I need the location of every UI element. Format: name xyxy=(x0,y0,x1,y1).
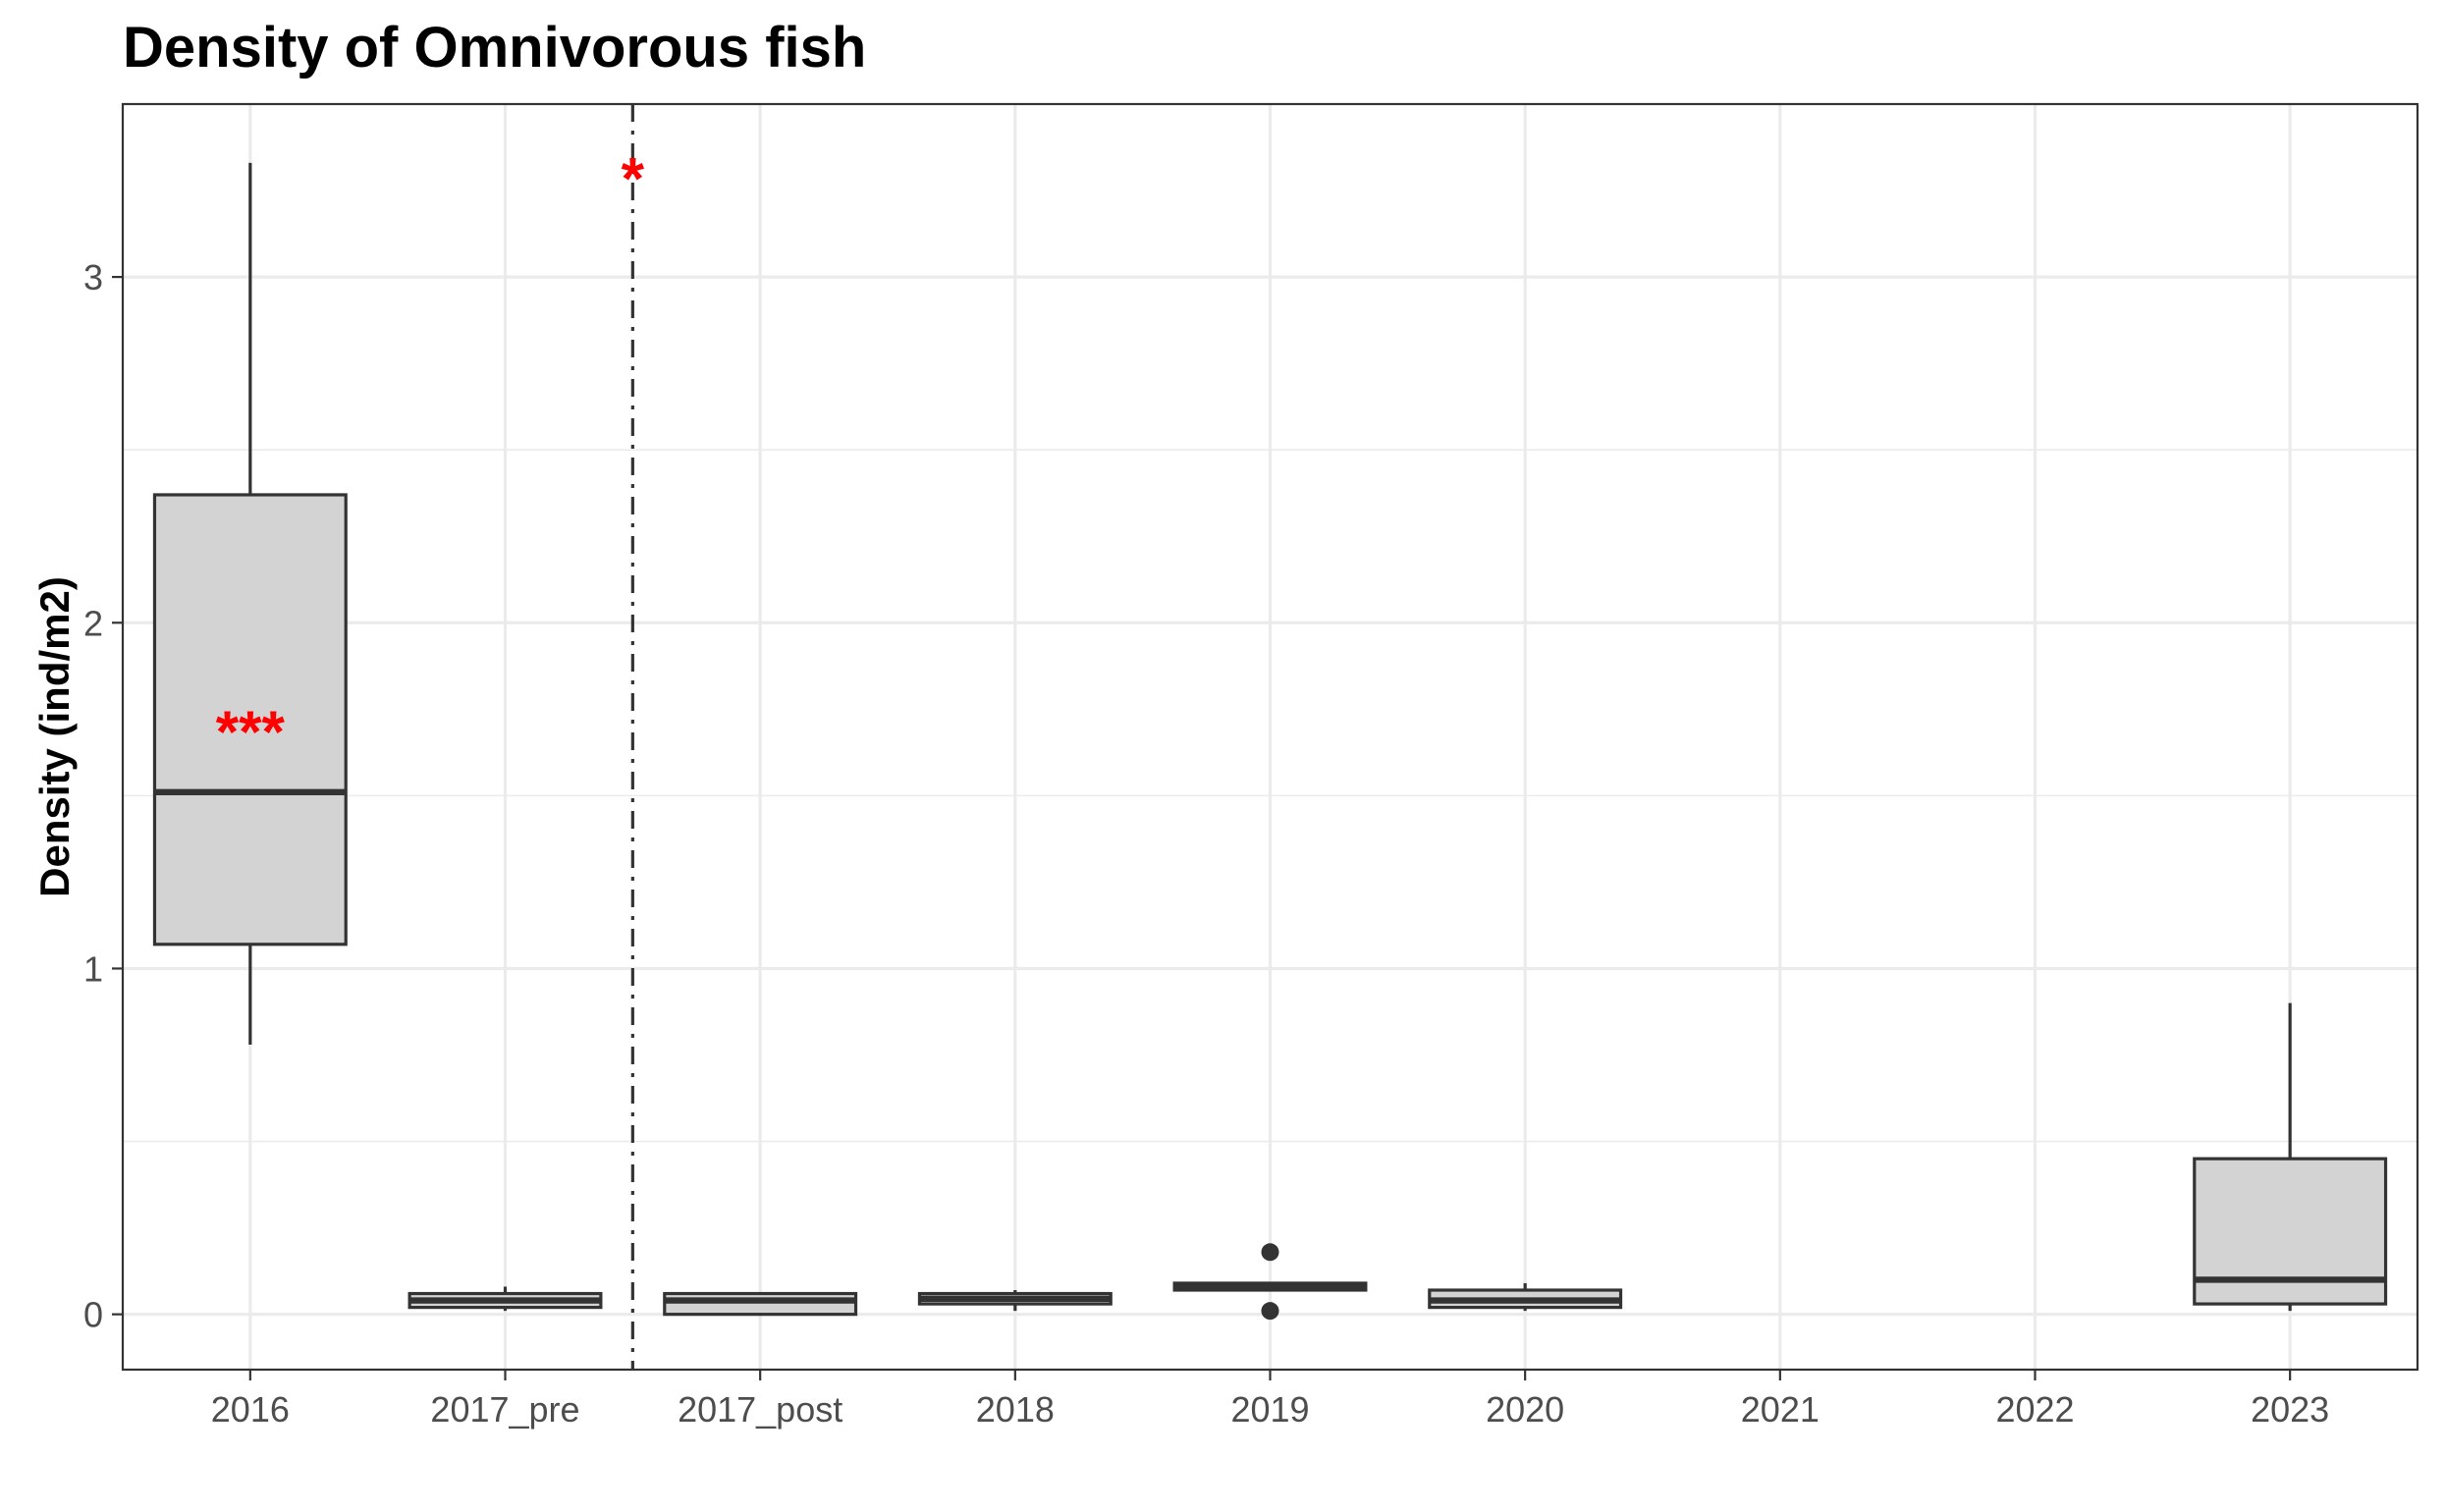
y-tick-label: 2 xyxy=(83,603,103,643)
x-tick-label: 2018 xyxy=(976,1389,1055,1430)
y-tick-label: 3 xyxy=(83,257,103,297)
box-iqr xyxy=(663,1291,858,1317)
box-2016 xyxy=(152,162,348,1045)
x-tick-label: 2017_post xyxy=(678,1389,842,1430)
grid-lines xyxy=(123,103,2418,1370)
chart-title: Density of Omnivorous fish xyxy=(123,16,866,80)
box-2019 xyxy=(1172,1243,1368,1321)
box-iqr xyxy=(152,493,348,946)
x-tick-label: 2017_pre xyxy=(430,1389,579,1430)
significance-annotations: **** xyxy=(216,145,645,764)
y-tick-label: 0 xyxy=(83,1295,103,1335)
box-2018 xyxy=(917,1289,1113,1312)
x-tick-label: 2019 xyxy=(1230,1389,1309,1430)
box-2023 xyxy=(2193,1002,2388,1312)
x-tick-label: 2022 xyxy=(1995,1389,2074,1430)
y-axis-label: Density (ind/m2) xyxy=(31,576,78,897)
significance-annotation: * xyxy=(622,145,645,211)
outlier-point xyxy=(1261,1243,1279,1262)
y-tick-label: 1 xyxy=(83,948,103,989)
x-tick-label: 2020 xyxy=(1486,1389,1564,1430)
x-tick-label: 2021 xyxy=(1741,1389,1820,1430)
box-2020 xyxy=(1428,1282,1623,1312)
outlier-point xyxy=(1261,1302,1279,1321)
significance-annotation: *** xyxy=(216,699,286,765)
x-tick-label: 2023 xyxy=(2251,1389,2329,1430)
box-2017_post xyxy=(663,1291,858,1317)
box-series xyxy=(152,162,2388,1321)
x-tick-label: 2016 xyxy=(211,1389,290,1430)
box-2017_pre xyxy=(408,1286,603,1312)
axes: 0 1 2 3 2016 2017_pre 2017_post 2018 2019 2020 202… xyxy=(83,257,2329,1430)
